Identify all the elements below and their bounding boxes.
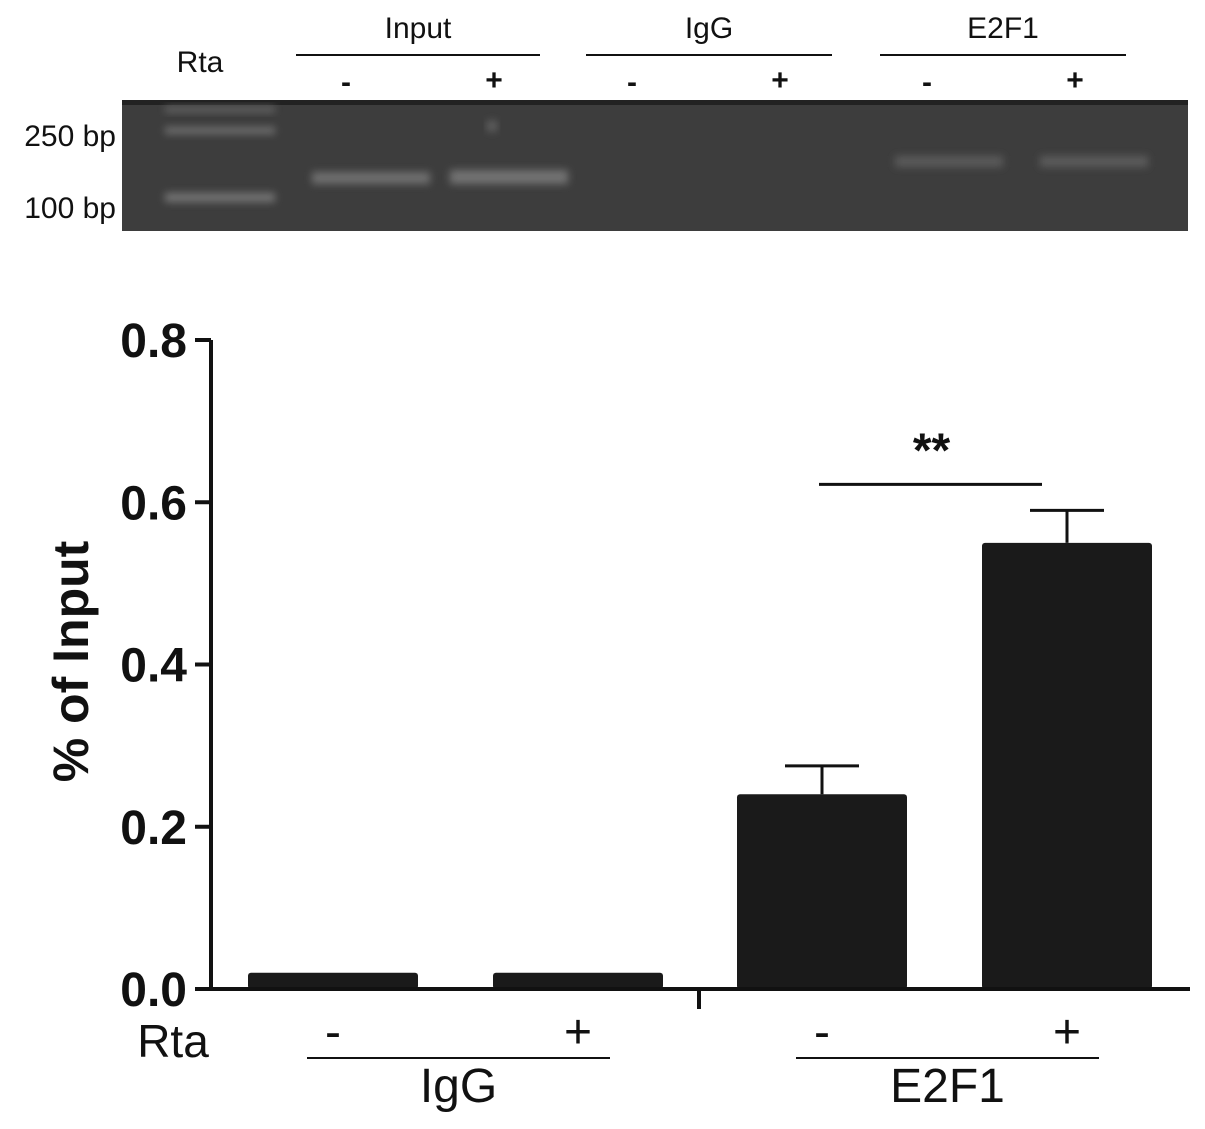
y-tick-label: 0.0 [120,964,187,1017]
bars [248,542,1152,989]
x-group-label: E2F1 [890,1060,1005,1113]
x-row-label-rta: Rta [137,1015,209,1067]
gel-group-label-input: Input [385,12,452,45]
gel-lane-sign: + [1066,64,1084,97]
x-axis-labels: Rta - + - + IgG E2F1 [137,1006,1099,1113]
bar [737,794,907,989]
y-tick-label: 0.6 [120,477,187,530]
gel-band [895,156,1003,167]
gel-group-label-e2f1: E2F1 [967,12,1039,45]
gel-lane-sign: - [627,66,637,99]
y-tick-label: 0.4 [120,640,187,693]
gel-marker-100bp: 100 bp [24,192,116,225]
gel-marker-250bp: 250 bp [24,120,116,153]
gel-spot [486,120,498,132]
x-category-label: - [325,1006,341,1059]
significance-stars: ** [913,424,951,477]
gel-band [450,170,568,184]
gel-lane-sign: - [341,66,351,99]
ladder-band [165,127,275,134]
x-category-label: + [1053,1006,1081,1059]
y-tick-label: 0.2 [120,802,187,855]
error-bars [785,508,1104,795]
gel-band [312,172,430,184]
bar [248,972,418,989]
gel-band [1040,156,1148,167]
y-axis-ticks: 0.0 0.2 0.4 0.6 0.8 [120,315,211,1017]
x-group-label: IgG [420,1060,497,1113]
gel-rta-label: Rta [177,46,224,79]
x-category-label: - [814,1006,830,1059]
bar [493,972,663,989]
y-tick-label: 0.8 [120,315,187,368]
significance-annotation: ** [819,424,1042,486]
ladder-band [165,193,275,202]
bar-chart: % of Input 0.0 0.2 0.4 0.6 0.8 ** Rta - + - + IgG… [43,315,1190,1113]
gel-panel: Rta Input - + IgG - + E2F1 - + 250 bp 10… [24,12,1188,231]
x-category-label: + [564,1006,592,1059]
gel-group-label-igg: IgG [685,12,733,45]
gel-lane-sign: + [771,64,789,97]
gel-lane-sign: + [485,64,503,97]
gel-lane-sign: - [922,66,932,99]
bar [982,542,1152,989]
ladder-band [165,107,275,112]
gel-image [122,100,1188,231]
y-axis-title: % of Input [43,540,99,782]
